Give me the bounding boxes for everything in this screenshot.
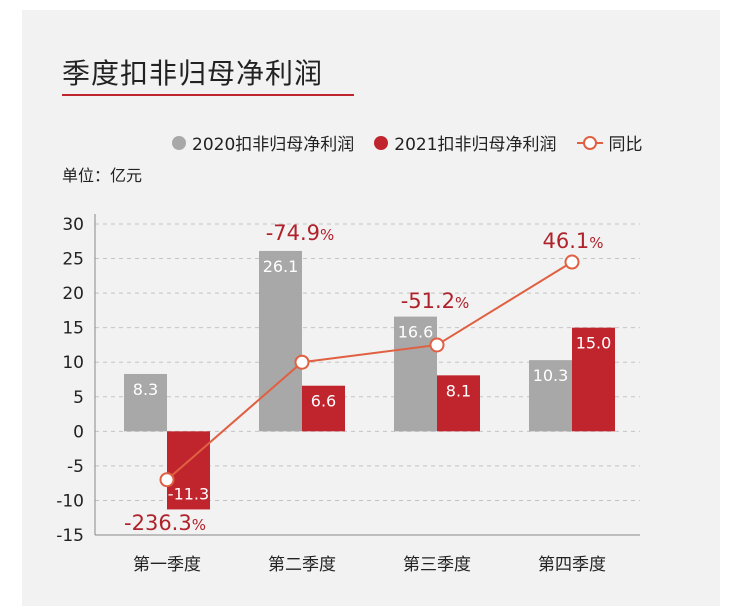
x-category-label: 第二季度: [268, 555, 336, 575]
y-tick-label: 0: [73, 422, 84, 442]
yoy-value-label: -236.3%: [124, 511, 206, 535]
bar-2020-value-label: 16.6: [398, 323, 434, 342]
y-tick-label: 20: [62, 284, 84, 304]
bar-2020: [394, 316, 437, 432]
bar-2021: [302, 385, 345, 432]
bar-2021-value-label: 8.1: [446, 381, 471, 400]
yoy-point: [564, 254, 580, 270]
x-category-label: 第一季度: [133, 555, 201, 575]
bar-2020: [529, 360, 572, 432]
title-underline: [62, 94, 354, 96]
legend-yoy-label: 同比: [608, 135, 643, 155]
legend-yoy-line-icon: [576, 135, 603, 150]
chart-title: 季度扣非归母净利润: [62, 57, 324, 90]
bar-2021: [437, 375, 480, 432]
yoy-value-label: -74.9%: [266, 221, 335, 245]
bar-2020: [124, 373, 167, 432]
yoy-value-label: 46.1%: [542, 229, 603, 253]
unit-label: 单位：亿元: [62, 166, 143, 185]
yoy-point: [429, 337, 445, 353]
y-tick-label: 5: [73, 388, 84, 408]
x-category-label: 第三季度: [403, 555, 471, 575]
legend-item-2020: 2020扣非归母净利润: [172, 130, 354, 155]
bar-2021: [572, 327, 615, 432]
legend-2020-label: 2020扣非归母净利润: [192, 135, 355, 155]
bar-2021-value-label: 6.6: [311, 392, 336, 411]
yoy-point: [159, 472, 175, 488]
bar-2021-value-label: 15.0: [576, 334, 612, 353]
legend-item-yoy: 同比: [576, 130, 643, 155]
chart-panel: [22, 10, 720, 606]
y-tick-label: -5: [67, 457, 84, 477]
legend-2021-dot-icon: [374, 135, 389, 150]
yoy-point: [294, 354, 310, 370]
bar-2020-value-label: 26.1: [263, 257, 299, 276]
bar-2021-value-label: -11.3: [168, 484, 209, 503]
bar-2020-value-label: 10.3: [533, 366, 569, 385]
y-tick-label: 15: [62, 319, 84, 339]
y-tick-label: 25: [62, 250, 84, 270]
y-tick-label: 10: [62, 353, 84, 373]
legend: 2020扣非归母净利润 2021扣非归母净利润 同比: [172, 130, 643, 155]
legend-2020-dot-icon: [172, 135, 186, 150]
bar-2020: [259, 250, 302, 432]
legend-item-2021: 2021扣非归母净利润: [374, 130, 557, 155]
bar-2021: [167, 431, 210, 510]
bar-2020-value-label: 8.3: [133, 380, 158, 399]
yoy-line: [166, 261, 573, 481]
y-tick-label: -15: [56, 526, 84, 546]
y-tick-label: 30: [62, 215, 84, 235]
y-tick-label: -10: [56, 491, 84, 511]
legend-2021-label: 2021扣非归母净利润: [394, 135, 557, 155]
yoy-value-label: -51.2%: [401, 289, 470, 313]
x-category-label: 第四季度: [538, 555, 606, 575]
